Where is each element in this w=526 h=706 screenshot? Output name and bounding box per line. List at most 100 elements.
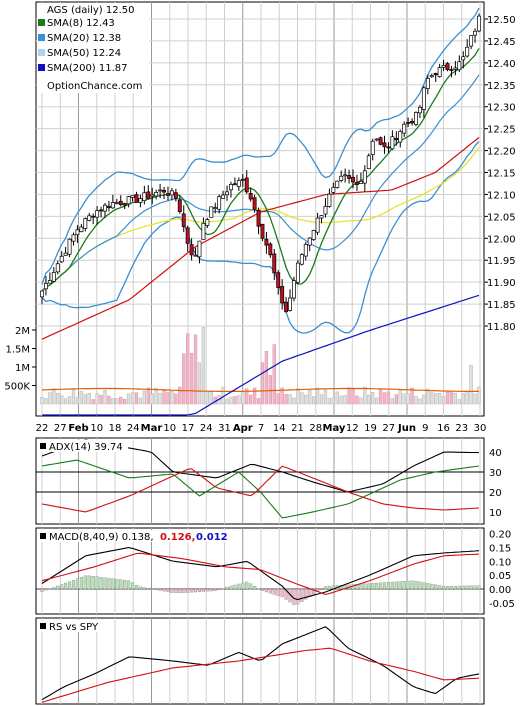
y-tick-label: 11.85: [487, 300, 516, 311]
volume-bar: [276, 393, 280, 405]
y-tick-label: 12.40: [487, 59, 516, 70]
rs-line: [41, 626, 480, 701]
candle-body: [417, 106, 422, 114]
x-tick-label: 24: [200, 423, 213, 434]
volume-bar: [63, 398, 68, 405]
volume-bar: [280, 387, 284, 405]
volume-bar: [343, 395, 347, 405]
volume-bar: [79, 391, 84, 405]
candle-body: [189, 244, 194, 256]
adx-y-label: 20: [489, 488, 502, 499]
macd-hist-bar: [477, 585, 481, 590]
candle-body: [83, 218, 88, 229]
macd-hist-bar: [166, 588, 170, 593]
candle-body: [225, 191, 229, 196]
macd-hist-bar: [375, 582, 379, 590]
macd-hist-bar: [469, 585, 473, 590]
candle-body: [421, 87, 426, 110]
candle-body: [453, 67, 458, 70]
macd-hist-bar: [359, 583, 363, 590]
volume-bar: [256, 398, 261, 405]
candle-body: [441, 65, 446, 68]
macd-hist-bar: [339, 585, 343, 590]
macd-y-label: 0.15: [489, 543, 511, 554]
sma20-line: [41, 74, 480, 292]
volume-bar: [335, 391, 339, 405]
candle-body: [55, 263, 60, 273]
macd-hist-bar: [174, 588, 178, 594]
bollinger-lower: [41, 141, 480, 334]
candle-body: [205, 219, 210, 226]
candle-body: [402, 123, 407, 134]
x-tick-label: 21: [291, 423, 304, 434]
macd-hist-bar: [79, 577, 83, 590]
candle-body: [303, 244, 308, 257]
macd-hist-bar: [103, 577, 107, 590]
volume-bar: [119, 396, 123, 405]
candle-body: [40, 290, 44, 298]
macd-line: [41, 547, 480, 601]
candle-body: [315, 217, 320, 233]
x-tick-label: 27: [382, 423, 395, 434]
volume-bar: [44, 398, 48, 405]
macd-hist-bar: [327, 585, 331, 590]
candle-body: [51, 272, 56, 282]
macd-hist-bar: [363, 583, 367, 590]
x-tick-label: 27: [54, 423, 67, 434]
volume-bar: [162, 389, 166, 405]
y-tick-label: 12.50: [487, 15, 516, 26]
macd-hist-bar: [430, 583, 434, 590]
candle-body: [177, 199, 182, 213]
volume-bar: [260, 362, 265, 405]
volume-bar: [441, 396, 446, 405]
legend-label: SMA(200) 11.87: [47, 63, 128, 74]
plus-di-line: [41, 459, 480, 519]
candle-body: [122, 203, 127, 206]
candle-body: [126, 196, 131, 205]
candle-body: [284, 301, 289, 313]
candle-body: [91, 215, 96, 218]
candle-body: [307, 237, 312, 246]
candle-body: [67, 238, 72, 255]
volume-bars: [40, 327, 481, 405]
y-tick-label: 12.00: [487, 234, 516, 245]
macd-signal-line: [41, 552, 480, 595]
candle-body: [374, 138, 379, 141]
candle-body: [244, 177, 249, 193]
macd-hist-bar: [445, 586, 450, 590]
candle-body: [327, 193, 332, 207]
candle-body: [465, 46, 470, 57]
legend-swatch: [38, 64, 45, 71]
volume-bar: [414, 396, 418, 405]
candle-body: [295, 262, 300, 283]
macd-hist-bar: [75, 578, 79, 590]
x-tick-label: 7: [258, 423, 264, 434]
macd-hist-bar: [162, 588, 166, 592]
volume-bar: [111, 398, 115, 405]
macd-hist-bar: [249, 583, 253, 590]
price-candles: [40, 13, 481, 313]
candle-body: [103, 204, 107, 212]
x-tick-label: 14: [273, 423, 286, 434]
candle-body: [221, 194, 226, 199]
volume-bar: [201, 327, 206, 405]
macd-hist-bar: [453, 585, 457, 590]
macd-y-label: 0.05: [489, 571, 511, 582]
macd-hist-bar: [386, 582, 391, 590]
candle-body: [95, 210, 100, 218]
volume-bar: [189, 352, 194, 405]
volume-bar: [284, 394, 288, 405]
macd-hist-bar: [406, 580, 410, 590]
vol-tick-label: 1M: [15, 363, 30, 374]
volume-bar: [461, 393, 465, 405]
volume-bar: [445, 391, 450, 405]
volume-bar: [126, 393, 131, 405]
volume-bar: [319, 394, 324, 405]
candle-body: [201, 222, 206, 240]
macd-hist-bar: [71, 579, 76, 590]
macd-hist-bar: [422, 582, 426, 590]
volume-bar: [300, 392, 304, 405]
volume-bar: [158, 392, 162, 405]
legend-swatch: [38, 49, 45, 56]
x-tick-label: Feb: [68, 423, 88, 434]
